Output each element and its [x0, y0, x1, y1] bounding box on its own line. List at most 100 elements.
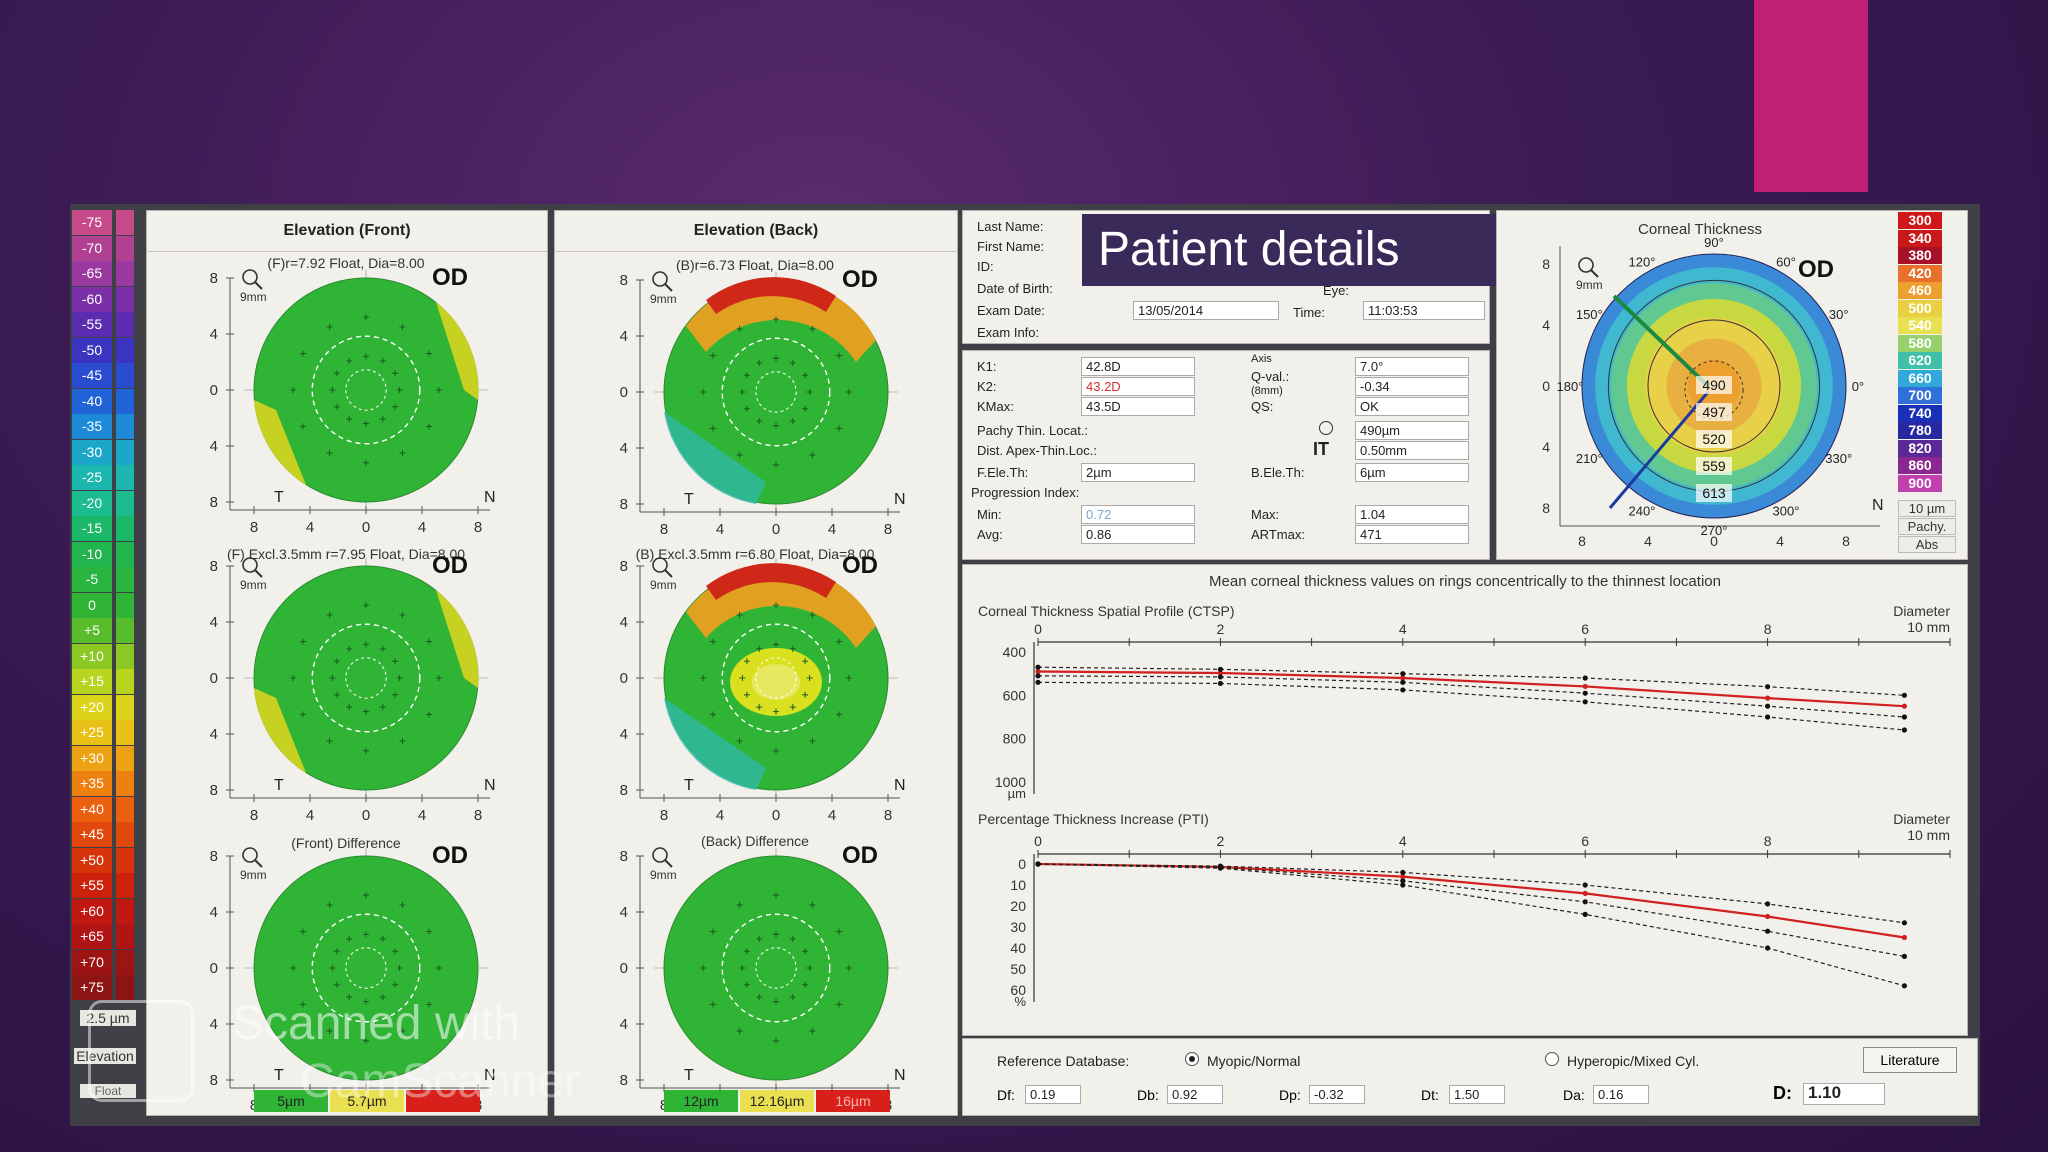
- myopic-radio[interactable]: [1185, 1052, 1199, 1066]
- scale-swatch: [116, 261, 134, 286]
- ctsp-graph: Corneal Thickness Spatial Profile (CTSP)…: [970, 598, 1960, 813]
- x-tick-label: 4: [1399, 833, 1407, 849]
- magnifier-icon[interactable]: 9mm: [1576, 256, 1603, 292]
- df-field: 0.19: [1025, 1085, 1081, 1104]
- scale-value: +35: [72, 771, 112, 796]
- series-point: [1217, 680, 1223, 687]
- corneal-thickness-map[interactable]: 8 8 4 4 0 0 4 4 8 8 490 497 520 559 613 90° 60° 30° 0° 330°…: [1500, 236, 1900, 556]
- eye-label: Eye:: [1323, 283, 1350, 298]
- nasal-label: N: [894, 777, 906, 794]
- y-tick-label: 8: [620, 782, 628, 799]
- x-tick-label: 8: [1764, 621, 1772, 637]
- x-tick-label: 8: [250, 519, 258, 536]
- pachy-legend-value: 380: [1898, 247, 1942, 264]
- y-tick-label: 0: [210, 960, 218, 977]
- scale-value: +15: [72, 669, 112, 694]
- y-tick-label: 8: [210, 270, 218, 287]
- scale-swatch: [116, 822, 134, 847]
- myopic-label: Myopic/Normal: [1207, 1053, 1301, 1069]
- x-tick-label: 0: [1034, 833, 1042, 849]
- back-map2-caption: (B) Excl.3.5mm r=6.80 Float, Dia=8.00: [635, 546, 875, 562]
- scale-swatch: [116, 567, 134, 592]
- y-tick-label: 8: [620, 558, 628, 575]
- series-point: [1582, 683, 1588, 690]
- series-point: [1400, 671, 1406, 677]
- temporal-label: T: [274, 777, 284, 794]
- x-tick-label: 6: [1581, 833, 1589, 849]
- magnifier-icon[interactable]: 9mm: [650, 556, 677, 592]
- reference-series-line: [1037, 863, 1905, 987]
- scale-swatch: [116, 643, 134, 669]
- y-tick-label: 4: [210, 614, 218, 631]
- magnifier-icon[interactable]: 9mm: [650, 270, 677, 306]
- magnifier-icon[interactable]: 9mm: [240, 268, 267, 304]
- x-tick-label: 4: [306, 519, 314, 536]
- it-label: IT: [1313, 439, 1329, 459]
- hyperopic-label: Hyperopic/Mixed Cyl.: [1567, 1053, 1700, 1069]
- scale-value: -50: [72, 337, 112, 363]
- y-tick-label: 4: [1542, 317, 1550, 333]
- magnifier-icon[interactable]: 9mm: [240, 846, 267, 882]
- x-tick-label: 4: [828, 807, 836, 824]
- avg-label: Avg:: [977, 527, 1003, 542]
- k2-label: K2:: [977, 379, 997, 394]
- magnifier-icon[interactable]: 9mm: [240, 556, 267, 592]
- patient-series-line: [1037, 862, 1905, 939]
- series-point: [1901, 727, 1907, 733]
- pachy-legend-value: 420: [1898, 264, 1942, 282]
- patient-details-overlay: Patient details: [1082, 214, 1504, 286]
- x-tick-label: 4: [716, 521, 724, 538]
- pachy-legend-mode: Pachy.: [1898, 518, 1956, 535]
- series-point: [1765, 684, 1771, 690]
- y-tick-label: 4: [210, 1016, 218, 1033]
- reference-series-line: [1037, 863, 1905, 924]
- watermark-line1: Scanned with: [232, 997, 521, 1050]
- scale-swatch: [116, 771, 134, 796]
- scale-value: +10: [72, 643, 112, 669]
- scale-value: -5: [72, 567, 112, 592]
- reference-series-line: [1037, 681, 1905, 731]
- angle-label: 210°: [1576, 451, 1603, 466]
- dt-label: Dt:: [1421, 1087, 1439, 1103]
- time-field: 11:03:53: [1363, 301, 1485, 320]
- y-tick-label: 4: [620, 440, 628, 457]
- hyperopic-radio[interactable]: [1545, 1052, 1559, 1066]
- magnifier-icon[interactable]: 9mm: [650, 846, 677, 882]
- scale-value: -10: [72, 541, 112, 567]
- magnifier-label: 9mm: [650, 578, 677, 592]
- y-tick-label: 8: [210, 558, 218, 575]
- pachy-legend-value: 620: [1898, 352, 1942, 369]
- y-tick-label: 400: [1003, 644, 1027, 660]
- x-tick-label: 4: [1399, 621, 1407, 637]
- y-unit-label: µm: [1008, 786, 1026, 801]
- y-tick-label: 8: [620, 496, 628, 513]
- angle-label: 240°: [1629, 504, 1656, 519]
- y-tick-label: 0: [1018, 856, 1026, 872]
- max-field: 1.04: [1355, 505, 1469, 524]
- thickness-value: 613: [1702, 485, 1726, 501]
- y-tick-label: 4: [620, 328, 628, 345]
- scale-swatch: [116, 873, 134, 898]
- qs-label: QS:: [1251, 399, 1274, 414]
- k2-field: 43.2D: [1081, 377, 1195, 396]
- y-tick-label: 8: [620, 848, 628, 865]
- od-label: OD: [842, 552, 878, 579]
- diameter-unit: 10 mm: [1907, 619, 1950, 635]
- scale-value: -55: [72, 312, 112, 337]
- camscanner-logo: [88, 1000, 194, 1102]
- literature-button[interactable]: Literature: [1863, 1047, 1957, 1073]
- series-point: [1582, 882, 1588, 888]
- back-map3-caption: (Back) Difference: [701, 833, 809, 849]
- id-label: ID:: [977, 259, 994, 274]
- back-diff-legend-green: 12µm: [664, 1090, 738, 1112]
- series-point: [1582, 699, 1588, 705]
- dob-label: Date of Birth:: [977, 281, 1053, 296]
- front-title: Elevation (Front): [147, 211, 547, 252]
- scale-value: +20: [72, 694, 112, 720]
